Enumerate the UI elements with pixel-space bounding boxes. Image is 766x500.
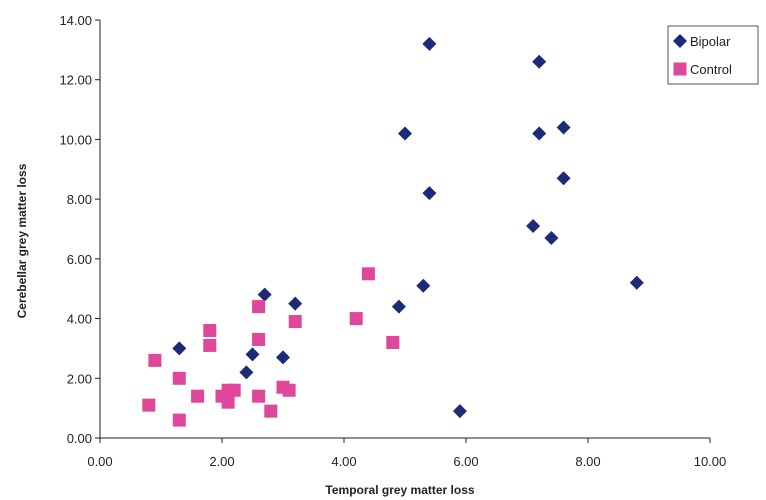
x-tick-label: 2.00 [209, 454, 234, 469]
bipolar-point [629, 275, 644, 290]
bipolar-point [556, 120, 571, 135]
legend-label-bipolar: Bipolar [690, 34, 731, 49]
control-point [191, 389, 205, 403]
control-point [172, 371, 186, 385]
x-axis-title: Temporal grey matter loss [325, 483, 474, 497]
bipolar-point [416, 278, 431, 293]
control-point [203, 324, 217, 338]
bipolar-point [452, 404, 467, 419]
legend-label-control: Control [690, 62, 732, 77]
x-tick-label: 10.00 [694, 454, 727, 469]
y-tick-label: 14.00 [59, 13, 92, 28]
bipolar-point [398, 126, 412, 141]
legend-marker-control [673, 62, 687, 76]
plot-area: 0.00 2.00 4.00 6.00 8.00 10.00 0.00 2.00 4.00 6.… [59, 13, 726, 469]
bipolar-point [239, 365, 254, 380]
bipolar-point [245, 347, 260, 362]
x-axis-ticks: 0.00 2.00 4.00 6.00 8.00 10.00 [87, 438, 726, 469]
y-axis-title: Cerebellar grey matter loss [15, 163, 29, 318]
control-point [252, 300, 266, 314]
y-tick-label: 0.00 [67, 431, 92, 446]
legend-marker-bipolar [673, 34, 687, 48]
control-point [203, 338, 217, 352]
bipolar-point [422, 36, 437, 51]
bipolar-point [532, 54, 547, 69]
x-tick-label: 0.00 [87, 454, 112, 469]
control-series [142, 267, 400, 427]
control-point [264, 404, 278, 418]
control-point [172, 413, 186, 427]
y-tick-label: 4.00 [67, 312, 92, 327]
control-point [148, 353, 162, 367]
bipolar-point [276, 350, 290, 365]
bipolar-point [422, 186, 437, 201]
x-tick-label: 6.00 [453, 454, 478, 469]
bipolar-series [172, 36, 644, 419]
control-point [252, 389, 266, 403]
legend-items: Bipolar Control [673, 34, 732, 77]
control-point [349, 312, 363, 326]
y-tick-label: 10.00 [59, 132, 92, 147]
y-tick-label: 8.00 [67, 192, 92, 207]
bipolar-point [172, 341, 187, 356]
control-point [142, 398, 156, 412]
y-tick-label: 2.00 [67, 371, 92, 386]
y-tick-label: 12.00 [59, 73, 92, 88]
control-point [227, 383, 241, 397]
bipolar-point [288, 296, 303, 311]
bipolar-point [391, 299, 406, 314]
x-tick-label: 4.00 [331, 454, 356, 469]
x-tick-label: 8.00 [575, 454, 600, 469]
control-point [282, 383, 296, 397]
control-point [221, 395, 235, 409]
y-tick-label: 6.00 [67, 252, 92, 267]
bipolar-point [257, 287, 272, 302]
bipolar-point [556, 171, 571, 186]
bipolar-point [526, 219, 541, 234]
y-axis-ticks: 0.00 2.00 4.00 6.00 8.00 10.00 12.00 14.00 [59, 13, 100, 446]
control-point [361, 267, 375, 281]
data-points [142, 36, 644, 427]
control-point [288, 315, 302, 329]
control-point [252, 332, 266, 346]
bipolar-point [544, 230, 559, 245]
bipolar-point [532, 126, 547, 141]
legend: Bipolar Control [667, 25, 759, 85]
control-point [386, 335, 400, 349]
